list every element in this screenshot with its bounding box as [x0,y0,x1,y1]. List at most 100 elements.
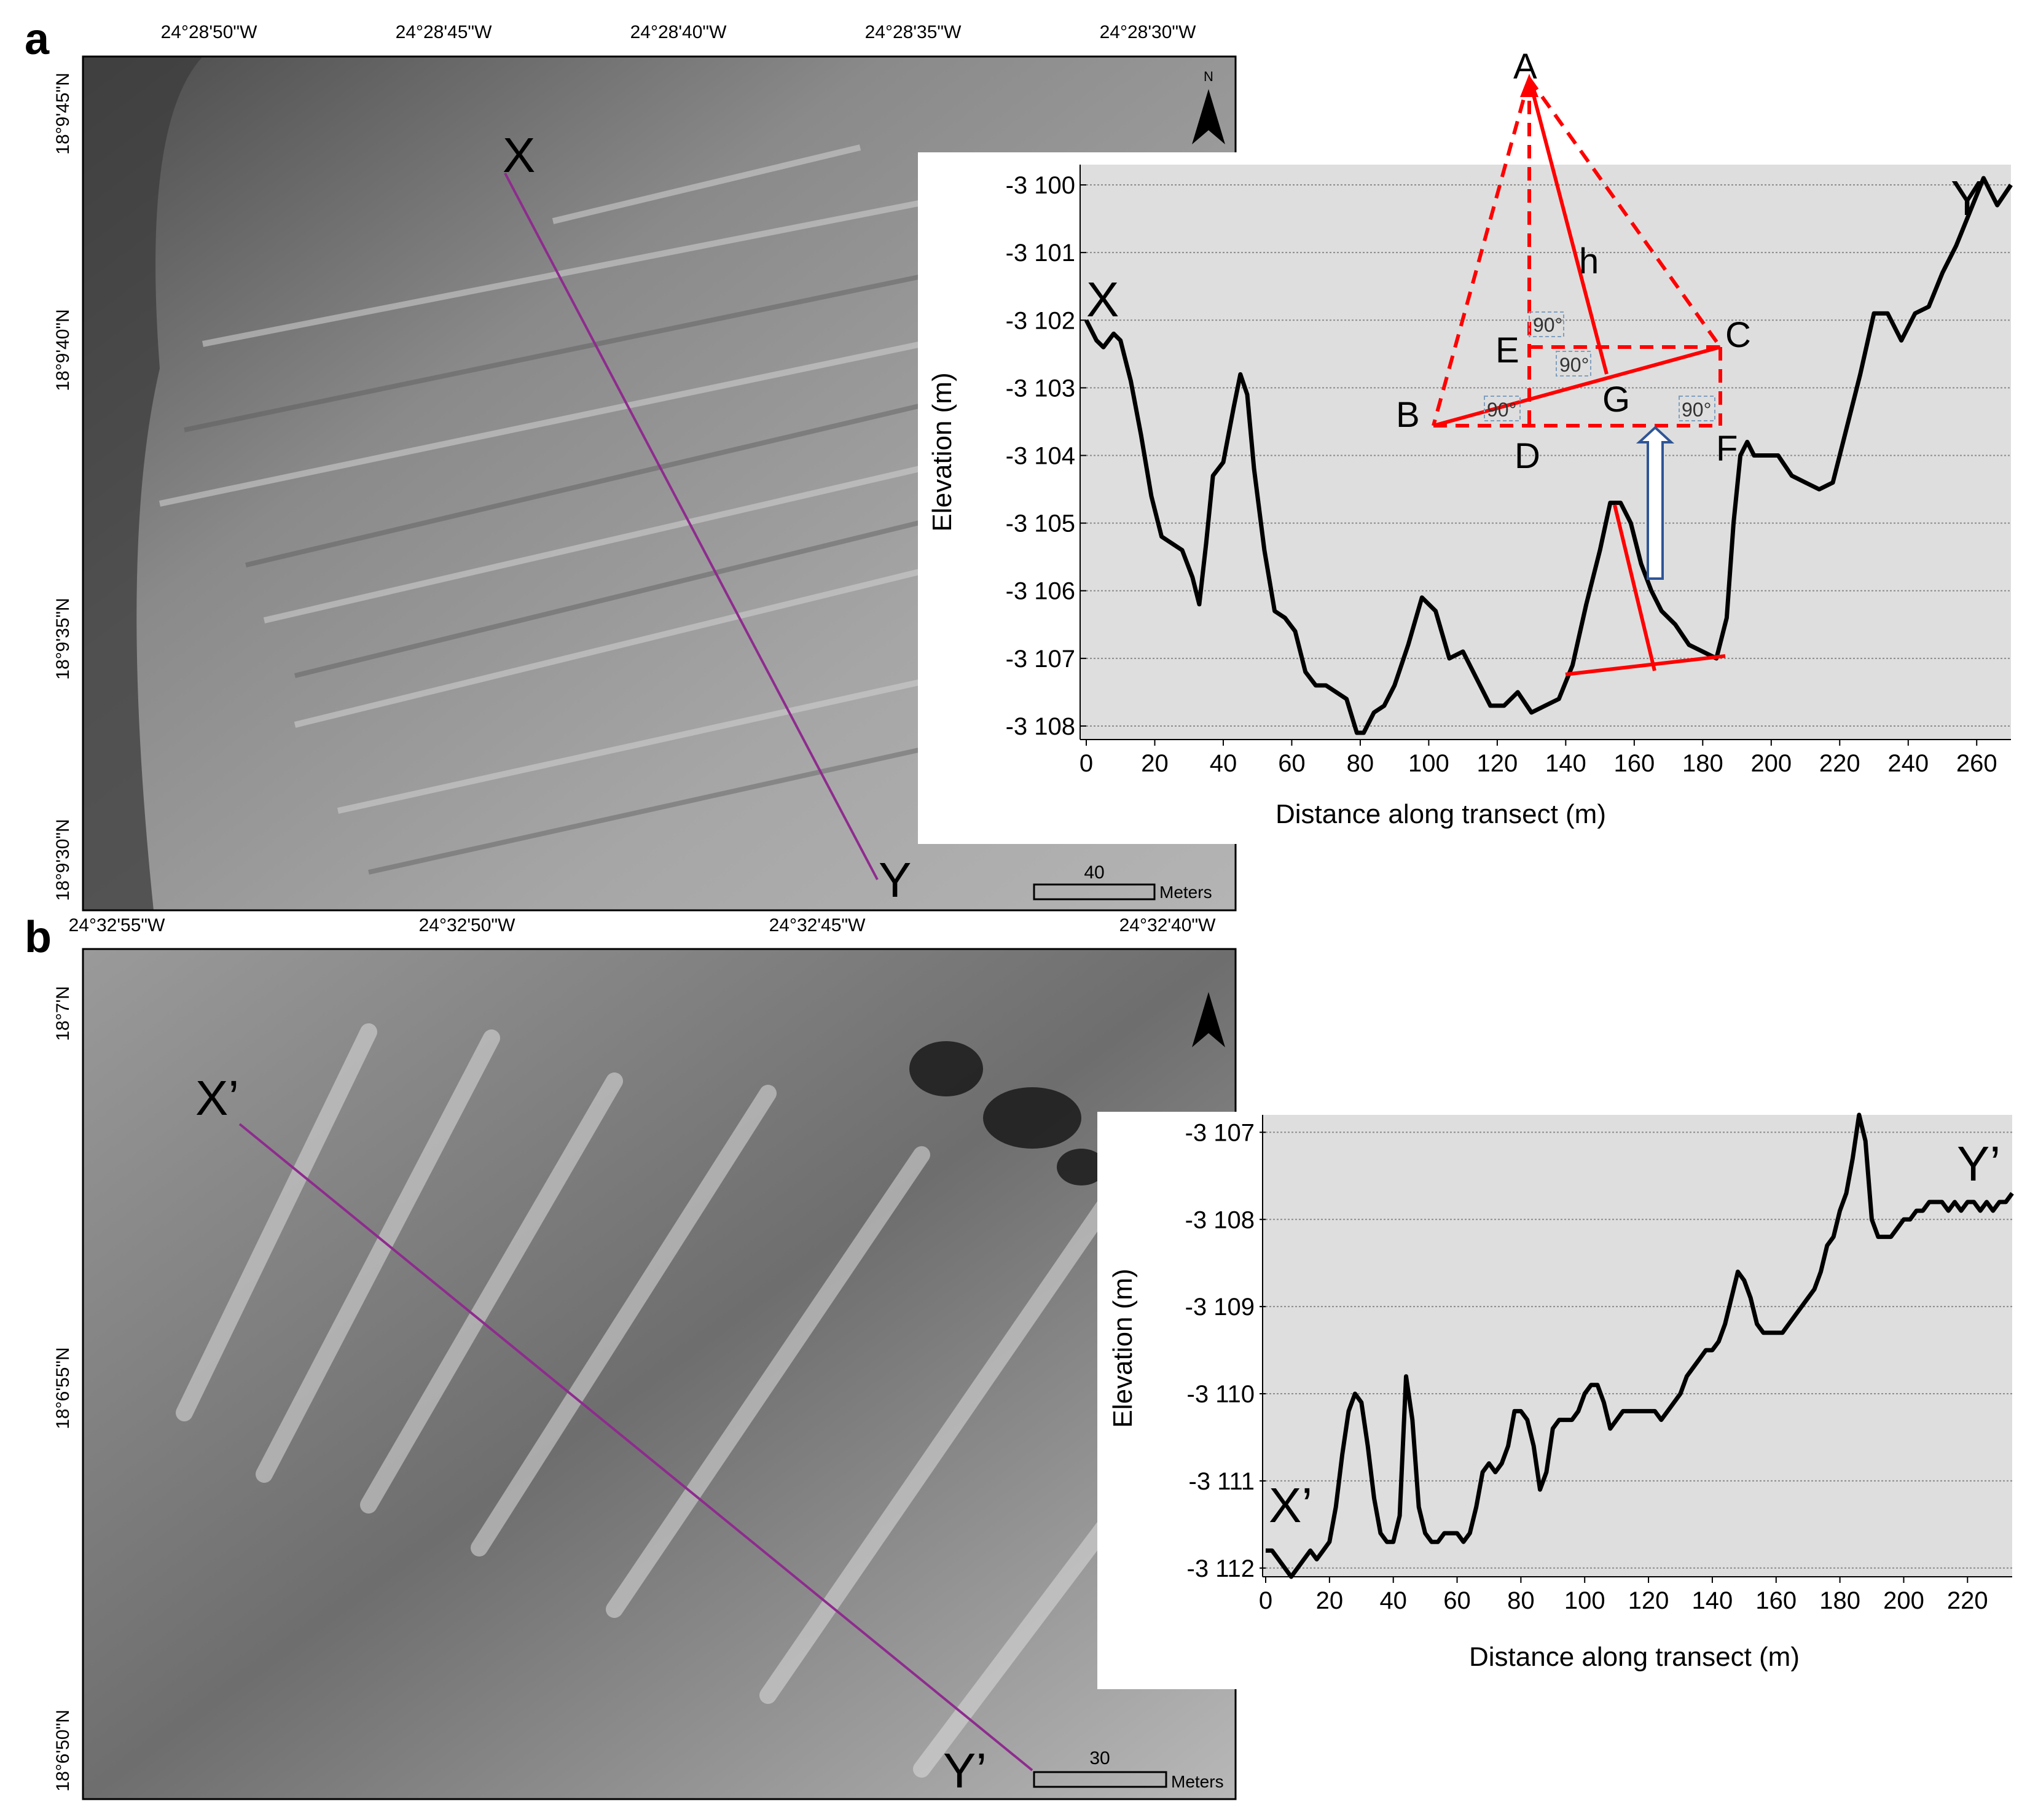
panel-b-scale-value: 30 [1089,1748,1110,1768]
panel-b-scale-bar [1033,1771,1167,1788]
chart-a-point-label: F [1716,429,1738,469]
panel-a-transect-start: X [503,128,535,182]
chart-a-angle-label: 90° [1682,399,1711,421]
chart-a-x-tick-label: 0 [1080,750,1093,777]
panel-a-scale-bar [1033,883,1156,900]
panel-a-crater-rim [83,57,203,910]
chart-a-y-tick-label: -3 104 [1006,443,1075,470]
chart-b-ylabel: Elevation (m) [1108,1268,1138,1427]
panel-b: b 24°32'55"W 24°32'50"W 24°32'45"W 24°32… [25,913,1237,1800]
chart-a-series-line [1084,176,2013,735]
chart-b-y-tick-label: -3 111 [1189,1468,1255,1495]
chart-a-x-tick-label: 220 [1819,750,1860,777]
chart-a-plot-area [1080,165,2011,740]
chart-b-x-tick-label: 100 [1564,1587,1605,1614]
chart-a-x-tick-label: 240 [1887,750,1929,777]
chart-a-x-tick-label: 120 [1477,750,1518,777]
panel-a-scale-unit: Meters [1159,883,1212,902]
chart-b-x-tick-label: 180 [1819,1587,1860,1614]
chart-a-x-tick-label: 100 [1408,750,1449,777]
chart-a-point-label: G [1602,380,1630,420]
panel-b-transect-start: X’ [195,1071,239,1125]
chart-b-y-tick-label: -3 107 [1185,1119,1255,1146]
panel-a-transect-end: Y [879,853,911,907]
panel-b-lon-tick: 24°32'55"W [69,915,165,935]
chart-b-end-label: Y’ [1957,1136,2001,1191]
chart-a-point-label: A [1513,47,1537,87]
chart-b-x-tick-label: 120 [1628,1587,1669,1614]
chart-a-y-tick-label: -3 105 [1006,510,1075,537]
panel-b-image [83,949,1236,1799]
panel-b-north-arrow-icon [1192,992,1225,1047]
chart-a-x-tick-label: 140 [1545,750,1586,777]
chart-b-x-tick-label: 220 [1947,1587,1988,1614]
chart-a-y-tick-label: -3 102 [1006,307,1075,334]
chart-b-x-tick-label: 40 [1379,1587,1407,1614]
panel-a-lat-tick: 18°9'40"N [53,309,73,391]
chart-b-x-tick-label: 0 [1259,1587,1272,1614]
chart-a-ylabel: Elevation (m) [927,372,957,531]
chart-a-construction: 90° 90° 90° 90° A B C D E F G h [1396,47,1751,676]
chart-a-angle-label: 90° [1487,399,1516,421]
panel-a-lat-tick: 18°9'45"N [53,72,73,154]
chart-a-x-tick-label: 260 [1956,750,1997,777]
panel-b-lon-tick: 24°32'45"W [769,915,866,935]
chart-b-x-tick-label: 200 [1883,1587,1924,1614]
chart-a-x-tick-label: 40 [1210,750,1237,777]
panel-b-lon-tick: 24°32'40"W [1119,915,1216,935]
panel-b-letter: b [25,913,52,962]
chart-a-y-tick-label: -3 100 [1006,172,1075,199]
chart-a-x-tick-label: 60 [1278,750,1306,777]
chart-a-x-tick-label: 200 [1750,750,1792,777]
chart-a-y-tick-label: -3 107 [1006,646,1075,673]
chart-a-angle-label: 90° [1559,354,1589,376]
chart-a-x-tick-label: 20 [1141,750,1169,777]
panel-b-lat-tick: 18°7'N [53,986,73,1041]
panel-a-lat-tick: 18°9'30"N [53,819,73,900]
panel-a-letter: a [25,15,50,64]
chart-b-x-tick-label: 60 [1443,1587,1471,1614]
panel-a-lon-tick: 24°28'45"W [396,22,492,42]
chart-a-point-label: E [1495,330,1519,370]
chart-a-end-label: Y [1951,171,1983,225]
chart-a-uplift-arrow-icon [1636,426,1675,580]
chart-b-x-tick-label: 20 [1316,1587,1344,1614]
chart-a-y-tick-label: -3 101 [1006,240,1075,267]
chart-b-start-label: X’ [1269,1478,1312,1533]
panel-b-lat-tick: 18°6'50"N [53,1709,73,1791]
chart-a-point-label: D [1515,436,1540,476]
panel-a-lat-tick: 18°9'35"N [53,598,73,679]
chart-a-x-tick-label: 160 [1613,750,1655,777]
chart-a-point-label: h [1579,241,1599,281]
chart-a-angle-label: 90° [1533,314,1562,336]
chart-b-y-tick-label: -3 110 [1187,1381,1255,1408]
panel-a-lon-tick: 24°28'30"W [1100,22,1196,42]
chart-a-x-tick-label: 180 [1682,750,1723,777]
panel-a-transect-line [504,173,879,880]
panel-a-scale-value: 40 [1084,862,1104,883]
chart-b-x-tick-label: 80 [1507,1587,1535,1614]
panel-b-scale-unit: Meters [1171,1772,1224,1791]
chart-a: 0 20 40 60 80 100 120 140 160 180 200 220 240 260 -3 … [918,47,2030,844]
panel-b-transect-end: Y’ [943,1743,987,1798]
chart-a-y-tick-label: -3 103 [1006,375,1075,402]
chart-a-start-label: X [1086,272,1119,327]
panel-a-lon-tick: 24°28'40"W [630,22,727,42]
chart-b-plot-area [1263,1115,2012,1577]
chart-b-gridlines [1266,1131,2012,1569]
chart-a-gridlines [1086,184,2011,727]
panel-b-transect-line [238,1123,1033,1771]
chart-b-y-tick-label: -3 108 [1185,1206,1255,1233]
panel-b-lat-tick: 18°6'55"N [53,1347,73,1429]
panel-a-north-label: N [1204,69,1213,84]
chart-b-x-tick-label: 140 [1692,1587,1733,1614]
panel-a-north-arrow-icon [1192,89,1225,144]
chart-a-x-tick-label: 80 [1347,750,1374,777]
panel-a-ridges [159,144,929,814]
chart-b-series-line [1266,1112,2014,1579]
chart-a-y-tick-label: -3 106 [1006,578,1075,605]
panel-a-lon-tick: 24°28'50"W [161,22,257,42]
chart-a-y-tick-label: -3 108 [1006,713,1075,740]
